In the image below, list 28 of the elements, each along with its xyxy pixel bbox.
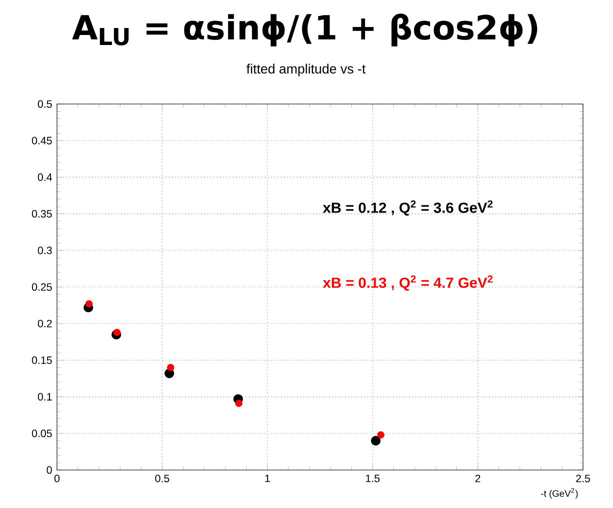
x-tick-label: 1	[265, 474, 270, 482]
text: xB = 0.12 , Q$^{2}$ = 3.6 GeV$^{2}$	[322, 200, 493, 216]
text: xB = 0.13 , Q$^{2}$ = 4.7 GeV$^{2}$	[322, 275, 493, 291]
y-tick-label: 0	[46, 466, 52, 474]
x-tick-label: 2	[475, 474, 480, 482]
y-tick-label: 0.4	[38, 173, 52, 181]
point	[113, 328, 121, 336]
y-tick-label: 0.35	[32, 210, 52, 218]
point	[85, 300, 93, 308]
point	[377, 431, 384, 438]
y-tick-label: 0.1	[38, 393, 52, 401]
y-tick-label: 0.3	[38, 246, 52, 254]
y-tick-label: 0.2	[38, 320, 52, 328]
y-tick-label: 0.25	[32, 283, 52, 291]
point	[370, 436, 381, 446]
point	[167, 364, 174, 372]
y-tick-label: 0.45	[32, 136, 52, 144]
x-axis-title: -t (GeV$^{2}$)	[541, 488, 578, 499]
x-tick-label: 2.5	[576, 474, 590, 482]
y-tick-label: 0.5	[38, 100, 52, 108]
point	[235, 400, 242, 407]
x-tick-label: 1.5	[366, 474, 380, 482]
y-tick-label: 0.05	[32, 430, 52, 438]
y-tick-label: 0.15	[32, 356, 52, 364]
x-tick-label: 0.5	[155, 474, 170, 482]
chart-title: A$_{LU}$ = αsinϕ/(1 + βcos2ϕ)	[72, 14, 538, 46]
chart-subtitle: fitted amplitude vs -t	[246, 64, 366, 76]
x-tick-label: 0	[54, 474, 60, 482]
